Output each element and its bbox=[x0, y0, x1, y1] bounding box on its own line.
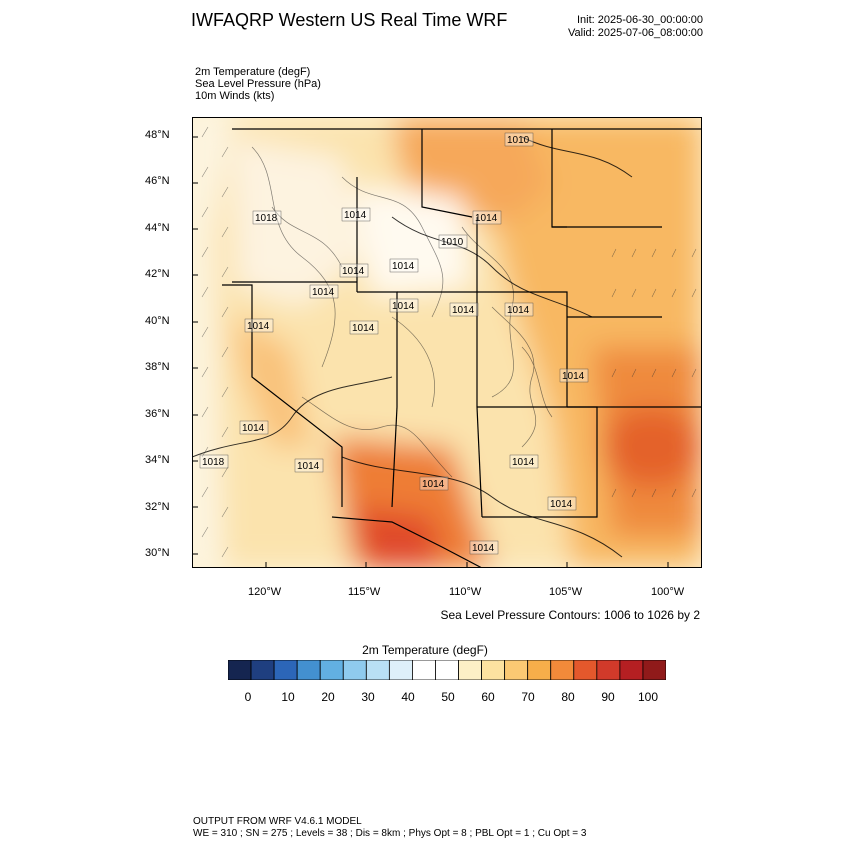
colorbar-label: 70 bbox=[521, 690, 535, 704]
lon-label-120: 120°W bbox=[248, 586, 282, 598]
colorbar-swatch bbox=[642, 660, 666, 680]
isobar-label: 1014 bbox=[392, 301, 415, 312]
contour-note: Sea Level Pressure Contours: 1006 to 102… bbox=[440, 608, 701, 622]
terrain-contours bbox=[251, 146, 553, 478]
lon-label-100: 100°W bbox=[651, 586, 685, 598]
colorbar-swatch bbox=[458, 660, 482, 680]
colorbar-label: 50 bbox=[441, 690, 455, 704]
isobar-label: 1014 bbox=[344, 210, 367, 221]
temp-region-idaho-cool bbox=[352, 187, 472, 297]
map-title: IWFAQRP Western US Real Time WRF bbox=[191, 10, 508, 30]
valid-time: Valid: 2025-07-06_08:00:00 bbox=[568, 27, 703, 39]
us-mexico-border bbox=[331, 516, 483, 568]
isobar-label: 1014 bbox=[562, 371, 585, 382]
lat-label-40: 40°N bbox=[145, 315, 170, 327]
isobar-label: 1014 bbox=[475, 213, 498, 224]
isobar-labels: 1010 1018 1014 1014 1010 1014 1014 1014 1014 1014… bbox=[199, 132, 589, 555]
isobar-label: 1018 bbox=[202, 457, 225, 468]
colorbar-swatch bbox=[342, 660, 367, 680]
colorbar-swatch bbox=[504, 660, 529, 680]
geo-borders bbox=[222, 128, 702, 568]
colorbar-label: 100 bbox=[637, 690, 659, 704]
init-time: Init: 2025-06-30_00:00:00 bbox=[577, 14, 703, 26]
isobar-label: 1014 bbox=[472, 543, 495, 554]
isobar-label: 1014 bbox=[452, 305, 475, 316]
lat-label-44: 44°N bbox=[145, 222, 170, 234]
temp-region-nw-cool bbox=[232, 137, 362, 307]
lat-label-36: 36°N bbox=[145, 408, 170, 420]
colorbar-swatch bbox=[296, 660, 321, 680]
colorbar bbox=[228, 660, 666, 680]
isobar-label: 1014 bbox=[550, 499, 573, 510]
lat-label-30: 30°N bbox=[145, 547, 170, 559]
lat-label-32: 32°N bbox=[145, 501, 170, 513]
isobar-label: 1010 bbox=[441, 237, 464, 248]
axis-ticks bbox=[192, 136, 669, 568]
isobar-label: 1014 bbox=[312, 287, 335, 298]
colorbar-swatch bbox=[228, 660, 252, 680]
colorbar-swatch bbox=[619, 660, 644, 680]
isobar-label: 1014 bbox=[342, 266, 365, 277]
wind-barbs bbox=[201, 126, 697, 558]
colorbar-label: 20 bbox=[321, 690, 335, 704]
isobar-label: 1014 bbox=[512, 457, 535, 468]
colorbar-swatch bbox=[596, 660, 621, 680]
colorbar-label: 30 bbox=[361, 690, 375, 704]
footer-config: WE = 310 ; SN = 275 ; Levels = 38 ; Dis … bbox=[193, 828, 587, 839]
lat-label-48: 48°N bbox=[145, 129, 170, 141]
colorbar-swatch bbox=[365, 660, 390, 680]
lat-label-42: 42°N bbox=[145, 268, 170, 280]
lon-label-105: 105°W bbox=[549, 586, 583, 598]
isobar-label: 1014 bbox=[507, 305, 530, 316]
isobar-label: 1014 bbox=[247, 321, 270, 332]
isobar-label: 1014 bbox=[392, 261, 415, 272]
colorbar-label: 40 bbox=[401, 690, 415, 704]
lon-label-115: 115°W bbox=[348, 586, 381, 598]
field-temperature: 2m Temperature (degF) bbox=[195, 66, 311, 78]
colorbar-swatch bbox=[527, 660, 552, 680]
colorbar-label: 80 bbox=[561, 690, 575, 704]
colorbar-swatch bbox=[435, 660, 459, 680]
colorbar-swatch bbox=[481, 660, 506, 680]
colorbar-swatch bbox=[250, 660, 275, 680]
colorbar-swatch bbox=[412, 660, 436, 680]
footer-model: OUTPUT FROM WRF V4.6.1 MODEL bbox=[193, 816, 362, 827]
isobar-label: 1014 bbox=[242, 423, 265, 434]
field-list: 2m Temperature (degF) Sea Level Pressure… bbox=[195, 66, 321, 102]
colorbar-title: 2m Temperature (degF) bbox=[362, 643, 488, 657]
lat-label-46: 46°N bbox=[145, 175, 170, 187]
colorbar-label: 60 bbox=[481, 690, 495, 704]
temp-region-oklahoma bbox=[602, 407, 702, 487]
isobar-label: 1018 bbox=[255, 213, 278, 224]
field-winds: 10m Winds (kts) bbox=[195, 90, 275, 102]
colorbar-label: 0 bbox=[244, 690, 252, 704]
model-footer: OUTPUT FROM WRF V4.6.1 MODEL WE = 310 ; … bbox=[193, 816, 586, 840]
colorbar-swatch bbox=[388, 660, 413, 680]
colorbar-label: 90 bbox=[601, 690, 615, 704]
lat-label-38: 38°N bbox=[145, 361, 170, 373]
lat-label-34: 34°N bbox=[145, 454, 170, 466]
colorbar-swatch bbox=[319, 660, 344, 680]
temp-region-coast bbox=[192, 117, 232, 568]
isobar-label: 1014 bbox=[297, 461, 320, 472]
colorbar-swatch bbox=[273, 660, 298, 680]
lon-label-110: 110°W bbox=[449, 586, 482, 598]
isobar-label: 1014 bbox=[352, 323, 375, 334]
field-pressure: Sea Level Pressure (hPa) bbox=[195, 78, 321, 90]
colorbar-label: 10 bbox=[281, 690, 295, 704]
temp-region-sonora bbox=[352, 507, 442, 568]
isobar-label: 1014 bbox=[422, 479, 445, 490]
colorbar-swatch bbox=[573, 660, 598, 680]
colorbar-swatch bbox=[550, 660, 575, 680]
run-times: Init: 2025-06-30_00:00:00 Valid: 2025-07… bbox=[568, 14, 703, 40]
isobar-label: 1010 bbox=[507, 135, 530, 146]
isobars bbox=[192, 136, 633, 558]
map-plot: 1010 1018 1014 1014 1010 1014 1014 1014 1014 1014… bbox=[192, 117, 702, 568]
